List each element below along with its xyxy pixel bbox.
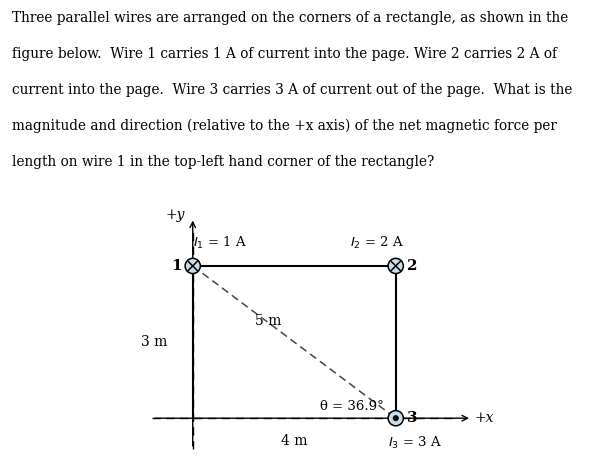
Text: magnitude and direction (relative to the +x axis) of the net magnetic force per: magnitude and direction (relative to the… (12, 119, 557, 133)
Text: $I_3$ = 3 A: $I_3$ = 3 A (388, 434, 442, 451)
Text: 5 m: 5 m (255, 314, 281, 328)
Text: 2: 2 (407, 259, 418, 273)
Circle shape (388, 258, 403, 274)
Circle shape (393, 416, 398, 421)
Text: 3 m: 3 m (141, 335, 167, 349)
Text: +x: +x (475, 411, 494, 425)
Text: $I_1$ = 1 A: $I_1$ = 1 A (193, 234, 247, 251)
Text: $I_2$ = 2 A: $I_2$ = 2 A (350, 234, 404, 251)
Text: 1: 1 (171, 259, 182, 273)
Text: θ = 36.9°: θ = 36.9° (320, 400, 383, 413)
Text: +y: +y (166, 208, 185, 222)
Circle shape (185, 258, 200, 274)
Text: length on wire 1 in the top-left hand corner of the rectangle?: length on wire 1 in the top-left hand co… (12, 155, 434, 169)
Text: figure below.  Wire 1 carries 1 A of current into the page. Wire 2 carries 2 A o: figure below. Wire 1 carries 1 A of curr… (12, 47, 557, 61)
Circle shape (388, 411, 403, 426)
Text: current into the page.  Wire 3 carries 3 A of current out of the page.  What is : current into the page. Wire 3 carries 3 … (12, 83, 572, 97)
Text: 4 m: 4 m (281, 434, 307, 448)
Text: 3: 3 (407, 411, 418, 425)
Text: Three parallel wires are arranged on the corners of a rectangle, as shown in the: Three parallel wires are arranged on the… (12, 11, 568, 25)
